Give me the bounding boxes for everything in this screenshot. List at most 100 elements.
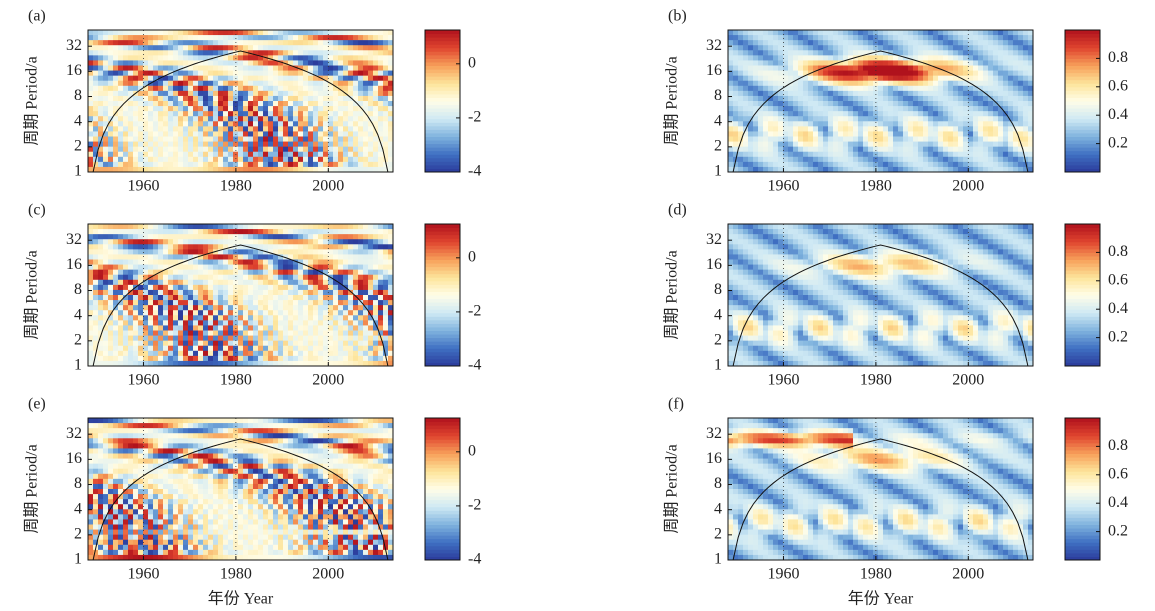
heatmap-cell xyxy=(368,147,374,153)
heatmap-cell xyxy=(113,86,119,92)
heatmap-cell xyxy=(1008,157,1014,163)
heatmap-cell xyxy=(213,305,219,311)
heatmap-cell xyxy=(133,229,139,235)
heatmap-cell xyxy=(943,142,949,148)
heatmap-cell xyxy=(188,275,194,281)
heatmap-cell xyxy=(133,351,139,357)
heatmap-cell xyxy=(88,305,94,311)
heatmap-cell xyxy=(103,71,109,77)
heatmap-cell xyxy=(103,162,109,168)
heatmap-cell xyxy=(898,91,904,97)
heatmap-cell xyxy=(113,295,119,301)
heatmap-cell xyxy=(113,275,119,281)
heatmap-cell xyxy=(808,76,814,82)
heatmap-cell xyxy=(133,325,139,331)
heatmap-cell xyxy=(93,249,99,255)
heatmap-cell xyxy=(753,76,759,82)
heatmap-cell xyxy=(173,101,179,107)
heatmap-cell xyxy=(138,45,144,51)
heatmap-cell xyxy=(303,275,309,281)
heatmap-cell xyxy=(383,45,389,51)
heatmap-cell xyxy=(828,86,834,92)
heatmap-cell xyxy=(793,50,799,56)
heatmap-cell xyxy=(283,152,289,158)
heatmap-cell xyxy=(278,76,284,82)
heatmap-cell xyxy=(798,40,804,46)
heatmap-cell xyxy=(228,254,234,260)
heatmap-cell xyxy=(348,60,354,66)
heatmap-cell xyxy=(338,356,344,362)
heatmap-cell xyxy=(833,35,839,41)
heatmap-cell xyxy=(148,55,154,61)
heatmap-cell xyxy=(753,30,759,36)
heatmap-cell xyxy=(318,131,324,137)
heatmap-cell xyxy=(98,106,104,112)
heatmap-cell xyxy=(103,295,109,301)
heatmap-cell xyxy=(963,86,969,92)
heatmap-cell xyxy=(128,295,134,301)
heatmap-cell xyxy=(813,121,819,127)
heatmap-cell xyxy=(268,40,274,46)
heatmap-cell xyxy=(953,35,959,41)
heatmap-cell xyxy=(258,101,264,107)
heatmap-cell xyxy=(128,234,134,240)
heatmap-cell xyxy=(238,331,244,337)
heatmap-cell xyxy=(333,270,339,276)
heatmap-cell xyxy=(893,55,899,61)
heatmap-cell xyxy=(1003,101,1009,107)
heatmap-cell xyxy=(753,147,759,153)
heatmap-cell xyxy=(913,96,919,102)
heatmap-cell xyxy=(168,280,174,286)
heatmap-cell xyxy=(178,325,184,331)
heatmap-cell xyxy=(138,336,144,342)
heatmap-cell xyxy=(828,142,834,148)
heatmap-cell xyxy=(278,131,284,137)
heatmap-cell xyxy=(158,121,164,127)
heatmap-cell xyxy=(203,162,209,168)
heatmap-cell xyxy=(883,116,889,122)
heatmap-cell xyxy=(278,290,284,296)
heatmap-cell xyxy=(813,131,819,137)
heatmap-cell xyxy=(373,137,379,143)
heatmap-cell xyxy=(833,76,839,82)
heatmap-cell xyxy=(363,30,369,36)
heatmap-cell xyxy=(308,142,314,148)
heatmap-cell xyxy=(968,71,974,77)
heatmap-cell xyxy=(938,162,944,168)
heatmap-cell xyxy=(193,239,199,245)
heatmap-cell xyxy=(263,71,269,77)
heatmap-cell xyxy=(183,315,189,321)
heatmap-cell xyxy=(218,325,224,331)
heatmap-cell xyxy=(328,341,334,347)
heatmap-cell xyxy=(193,162,199,168)
heatmap-cell xyxy=(823,142,829,148)
heatmap-cell xyxy=(378,40,384,46)
heatmap-cell xyxy=(763,126,769,132)
heatmap-cell xyxy=(88,106,94,112)
heatmap-cell xyxy=(228,142,234,148)
heatmap-cell xyxy=(283,244,289,250)
heatmap-cell xyxy=(748,35,754,41)
heatmap-cell xyxy=(298,254,304,260)
heatmap-cell xyxy=(778,116,784,122)
heatmap-cell xyxy=(748,131,754,137)
heatmap-cell xyxy=(733,116,739,122)
heatmap-cell xyxy=(123,280,129,286)
heatmap-cell xyxy=(818,152,824,158)
heatmap-cell xyxy=(823,157,829,163)
heatmap-cell xyxy=(223,66,229,72)
heatmap-cell xyxy=(313,55,319,61)
heatmap-cell xyxy=(248,320,254,326)
heatmap-cell xyxy=(123,66,129,72)
heatmap-cell xyxy=(203,131,209,137)
heatmap-cell xyxy=(863,91,869,97)
heatmap-cell xyxy=(178,126,184,132)
heatmap-cell xyxy=(183,305,189,311)
heatmap-cell xyxy=(173,336,179,342)
heatmap-cell xyxy=(268,101,274,107)
heatmap-cell xyxy=(773,40,779,46)
heatmap-cell xyxy=(883,142,889,148)
heatmap-cell xyxy=(238,265,244,271)
colorbar-segment xyxy=(1065,83,1100,87)
heatmap-cell xyxy=(113,60,119,66)
